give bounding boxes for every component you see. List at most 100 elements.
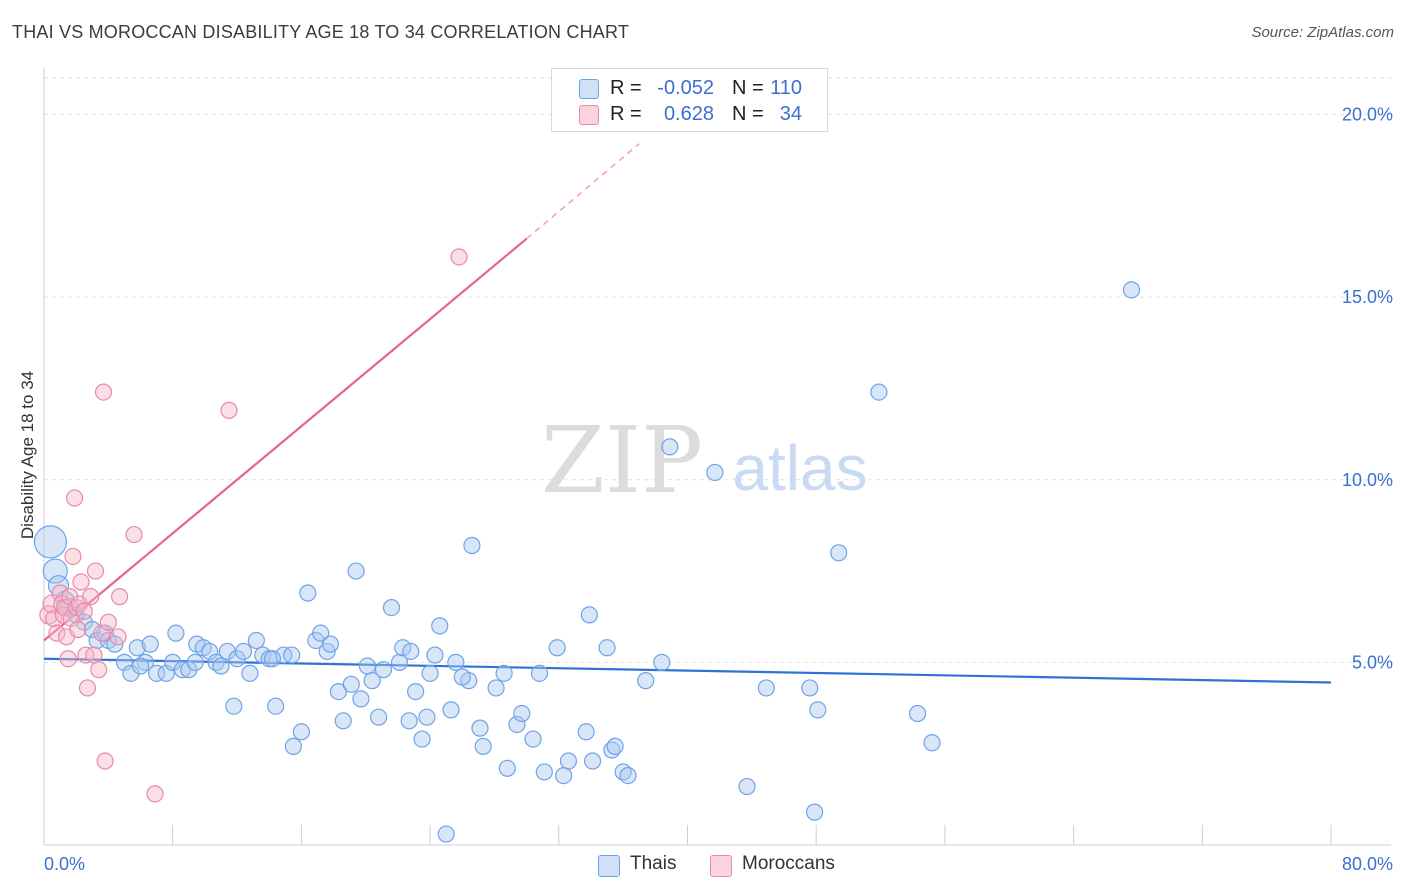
y-tick-label: 15.0% (1342, 287, 1393, 307)
data-point-thais (513, 704, 531, 723)
data-point-thais (390, 653, 409, 671)
data-point-thais (508, 715, 526, 734)
x-tick-label-max: 80.0% (1342, 854, 1393, 874)
data-point-thais (431, 617, 449, 635)
legend-r-label: R = (610, 103, 642, 125)
data-point-thais (312, 624, 330, 642)
data-point-thais (186, 653, 204, 671)
data-point-thais (400, 712, 418, 730)
data-point-moroccans (72, 573, 90, 591)
data-point-thais (619, 767, 637, 785)
trend-line-extension-moroccans (526, 143, 640, 240)
data-point-thais (283, 646, 301, 664)
data-point-thais (801, 679, 819, 697)
data-point-thais (437, 825, 455, 843)
gridlines (44, 77, 1391, 663)
legend-n-label: N = (732, 103, 764, 125)
legend-n-value: 110 (770, 77, 802, 99)
data-point-thais (530, 664, 549, 682)
data-point-thais (83, 620, 101, 639)
legend-swatch-thais (579, 79, 599, 99)
data-point-moroccans (85, 646, 103, 664)
correlation-legend: R = -0.052 N = 110 R = 0.628 N = 34 (551, 68, 828, 132)
data-point-thais (453, 668, 471, 686)
data-point-thais (706, 463, 724, 482)
data-point-thais (535, 763, 553, 781)
data-point-thais (241, 664, 259, 682)
data-point-thais (201, 642, 219, 661)
data-point-thais (342, 675, 360, 693)
data-point-thais (471, 719, 489, 737)
legend-swatch-thais (598, 855, 620, 877)
data-point-thais (447, 653, 465, 671)
data-point-thais (463, 536, 481, 555)
y-tick-label: 5.0% (1352, 652, 1393, 672)
data-point-moroccans (78, 679, 97, 697)
axes (43, 68, 1391, 846)
data-point-thais (148, 664, 166, 682)
data-point-moroccans (48, 624, 66, 642)
data-point-thais (442, 701, 460, 719)
data-point-thais (661, 438, 679, 456)
legend-r-label: R = (610, 77, 642, 99)
data-point-thais (830, 544, 848, 562)
data-point-moroccans (450, 248, 468, 266)
data-point-thais (407, 682, 425, 701)
data-point-thais (370, 708, 388, 726)
data-point-thais (292, 723, 310, 741)
series-moroccans (39, 248, 468, 803)
data-point-moroccans (99, 613, 117, 631)
watermark: ZIP atlas (541, 407, 868, 514)
data-point-thais (157, 664, 175, 682)
data-point-thais (577, 723, 595, 741)
data-point-moroccans (146, 785, 164, 803)
chart-title: THAI VS MOROCCAN DISABILITY AGE 18 TO 34… (12, 22, 630, 42)
x-tick-label-min: 0.0% (44, 854, 85, 874)
data-point-thais (548, 639, 566, 657)
data-point-thais (1122, 281, 1141, 299)
data-point-thais (757, 679, 775, 697)
data-point-thais (555, 767, 573, 785)
legend-n-value: 34 (779, 103, 802, 125)
data-point-thais (212, 657, 230, 675)
data-point-thais (418, 708, 436, 726)
data-point-thais (923, 734, 941, 752)
y-tick-label: 20.0% (1342, 105, 1393, 125)
tick-labels: 5.0% 10.0% 15.0% 20.0% 0.0% 80.0% (44, 105, 1393, 874)
y-tick-label: 10.0% (1342, 470, 1393, 490)
trend-lines (43, 143, 1332, 684)
data-point-thais (321, 635, 339, 653)
data-point-thais (42, 558, 68, 584)
data-point-thais (426, 646, 444, 664)
legend-n-label: N = (732, 77, 764, 99)
data-point-thais (421, 664, 439, 682)
legend-label-thais: Thais (630, 853, 677, 874)
data-point-thais (329, 682, 348, 701)
data-point-moroccans (86, 562, 105, 580)
series-thais (33, 281, 1141, 843)
data-point-thais (128, 639, 146, 657)
data-point-moroccans (65, 489, 84, 507)
data-point-thais (334, 712, 352, 730)
legend-swatch-moroccans (579, 105, 599, 125)
data-point-moroccans (220, 401, 238, 419)
data-point-thais (653, 653, 671, 671)
legend-row-thais: R = -0.052 N = 110 (552, 75, 827, 101)
data-point-thais (908, 704, 927, 723)
data-point-thais (580, 606, 598, 624)
data-point-thais (598, 639, 616, 657)
trend-line-thais (43, 657, 1332, 684)
data-point-thais (352, 690, 370, 708)
watermark-zip: ZIP (541, 407, 703, 514)
trend-line-moroccans (43, 237, 528, 642)
data-point-thais (382, 598, 401, 617)
legend-r-value: 0.628 (663, 103, 714, 125)
data-points (33, 248, 1141, 843)
data-point-thais (805, 803, 824, 821)
data-point-thais (234, 642, 253, 661)
data-point-moroccans (96, 752, 114, 770)
data-point-thais (474, 737, 492, 755)
legend-swatch-moroccans (710, 855, 732, 877)
data-point-thais (284, 737, 302, 755)
